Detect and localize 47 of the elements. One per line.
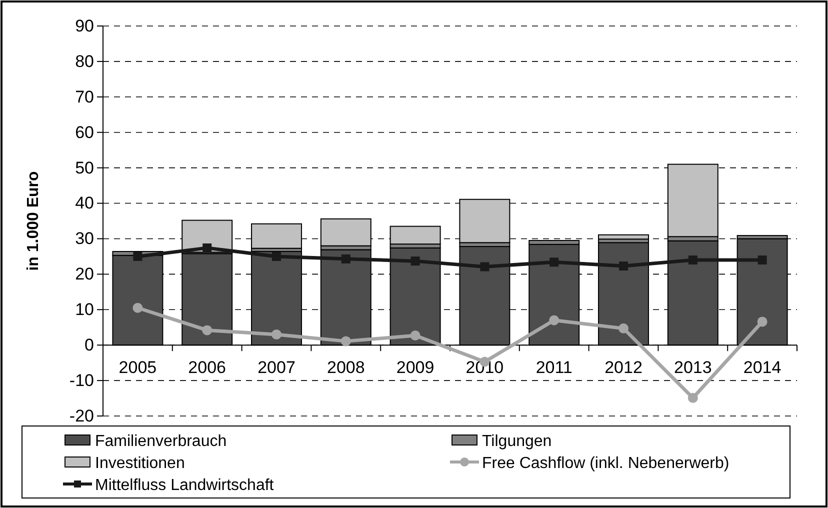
x-tick-label: 2012 xyxy=(604,358,642,378)
point xyxy=(202,325,212,336)
y-tick-label: 60 xyxy=(75,122,94,142)
x-tick-label: 2006 xyxy=(188,358,226,378)
y-tick-label: 90 xyxy=(75,16,94,36)
point xyxy=(410,256,420,266)
point xyxy=(480,262,490,272)
point xyxy=(410,330,420,341)
x-tick-label: 2014 xyxy=(743,358,782,378)
point xyxy=(272,252,281,261)
x-tick-label: 2007 xyxy=(258,358,296,378)
y-tick-label: -20 xyxy=(69,406,94,426)
x-tick-label: 2011 xyxy=(536,358,572,378)
y-tick-label: 10 xyxy=(75,300,94,320)
bar xyxy=(598,234,649,240)
point xyxy=(133,252,142,261)
point xyxy=(272,329,282,340)
point xyxy=(758,256,767,264)
y-tick-label: 70 xyxy=(75,87,94,106)
x-tick-label: 2009 xyxy=(396,358,434,378)
legend-label: Familienverbrauch xyxy=(95,433,227,450)
y-tick-label: 20 xyxy=(75,264,94,284)
y-axis-title: in 1.000 Euro xyxy=(25,170,42,271)
point xyxy=(688,256,698,264)
x-tick-label: 2005 xyxy=(118,358,157,378)
point xyxy=(757,316,768,327)
point xyxy=(549,315,560,326)
point xyxy=(688,392,698,403)
y-tick-label: 50 xyxy=(75,158,94,178)
y-tick-label: 30 xyxy=(75,229,94,248)
point xyxy=(341,254,350,264)
point xyxy=(619,262,628,271)
legend-label: Tilgungen xyxy=(482,433,552,450)
y-tick-label: 80 xyxy=(75,52,94,71)
point xyxy=(340,336,351,346)
legend-label: Investitionen xyxy=(95,455,185,472)
y-tick-label: -10 xyxy=(69,370,94,390)
legend-label: Free Cashflow (inkl. Nebenerwerb) xyxy=(482,455,730,472)
point xyxy=(618,323,628,334)
legend-label: Mittelfluss Landwirtschaft xyxy=(95,477,274,494)
point xyxy=(202,243,212,252)
x-tick-label: 2008 xyxy=(326,358,365,378)
y-tick-label: 0 xyxy=(84,336,94,355)
y-tick-label: 40 xyxy=(75,194,94,213)
x-tick-label: 2013 xyxy=(674,358,712,378)
point xyxy=(550,258,559,267)
point xyxy=(132,302,143,313)
